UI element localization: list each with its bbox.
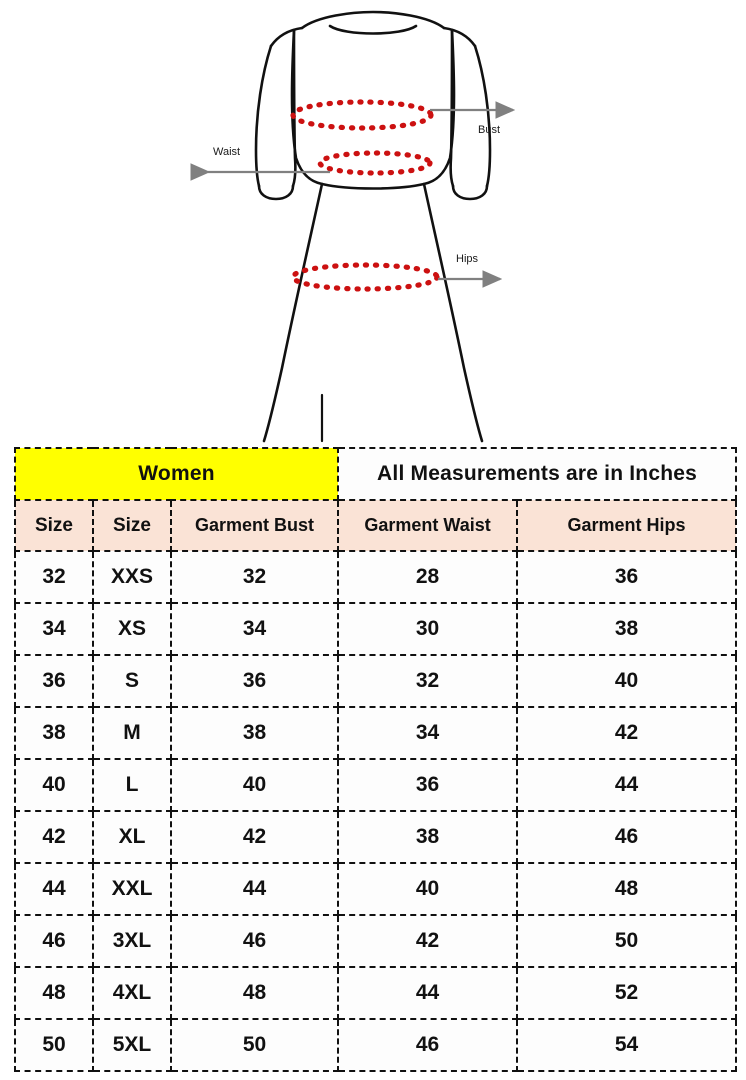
size-chart-table-container: Women All Measurements are in Inches Siz… (13, 447, 738, 1072)
cell-garment-hips: 48 (516, 862, 738, 916)
cell-garment-hips: 52 (516, 966, 738, 1020)
neck-inner-line (328, 24, 418, 35)
cell-size-alpha: 5XL (92, 1018, 172, 1072)
left-shoulder-line (269, 26, 304, 48)
cell-size-numeric: 46 (14, 914, 94, 968)
skirt-right-edge (422, 182, 484, 443)
measurement-units-note-cell: All Measurements are in Inches (337, 447, 738, 501)
table-row: 40 L 40 36 44 (14, 758, 738, 812)
cell-garment-bust: 36 (169, 654, 340, 708)
cell-size-numeric: 32 (14, 550, 94, 604)
cell-size-alpha: M (92, 706, 172, 760)
measurement-arrows (190, 101, 516, 288)
table-row: 48 4XL 48 44 52 (14, 966, 738, 1020)
cell-garment-bust: 46 (169, 914, 340, 968)
right-cuff (451, 184, 489, 201)
cell-size-numeric: 50 (14, 1018, 94, 1072)
cell-garment-hips: 46 (516, 810, 738, 864)
hips-measure-ring (290, 262, 440, 292)
column-header-garment-hips: Garment Hips (516, 499, 738, 552)
cell-garment-bust: 50 (169, 1018, 340, 1072)
cell-garment-waist: 34 (337, 706, 519, 760)
waist-measure-ring (317, 150, 433, 176)
cell-garment-hips: 36 (516, 550, 738, 604)
table-header-row: Size Size Garment Bust Garment Waist Gar… (14, 499, 738, 552)
cell-size-numeric: 36 (14, 654, 94, 708)
cell-garment-bust: 44 (169, 862, 340, 916)
table-row: 32 XXS 32 28 36 (14, 550, 738, 604)
cell-size-numeric: 38 (14, 706, 94, 760)
left-sleeve-outer (254, 44, 273, 188)
cell-garment-hips: 54 (516, 1018, 738, 1072)
table-row: 50 5XL 50 46 54 (14, 1018, 738, 1072)
table-row: 38 M 38 34 42 (14, 706, 738, 760)
skirt-left-edge (262, 182, 324, 443)
table-title-row: Women All Measurements are in Inches (13, 447, 738, 501)
cell-garment-hips: 40 (516, 654, 738, 708)
cell-size-alpha: L (92, 758, 172, 812)
column-header-size-numeric: Size (14, 499, 94, 552)
cell-size-numeric: 40 (14, 758, 94, 812)
cell-garment-waist: 44 (337, 966, 519, 1020)
cell-size-alpha: 4XL (92, 966, 172, 1020)
size-chart-table: Women All Measurements are in Inches Siz… (13, 447, 738, 1072)
table-row: 42 XL 42 38 46 (14, 810, 738, 864)
cell-size-alpha: 3XL (92, 914, 172, 968)
cell-size-numeric: 42 (14, 810, 94, 864)
cell-garment-bust: 42 (169, 810, 340, 864)
waist-seam (320, 182, 426, 190)
cell-garment-hips: 42 (516, 706, 738, 760)
size-chart-table-body: Women All Measurements are in Inches Siz… (13, 447, 738, 1072)
cell-garment-hips: 38 (516, 602, 738, 656)
measurement-rings (290, 99, 440, 292)
cell-garment-waist: 40 (337, 862, 519, 916)
table-row: 46 3XL 46 42 50 (14, 914, 738, 968)
column-header-size-alpha: Size (92, 499, 172, 552)
table-row: 36 S 36 32 40 (14, 654, 738, 708)
right-shoulder-line (442, 26, 477, 48)
column-header-garment-bust: Garment Bust (169, 499, 340, 552)
cell-size-numeric: 48 (14, 966, 94, 1020)
cell-garment-bust: 32 (169, 550, 340, 604)
column-header-garment-waist: Garment Waist (337, 499, 519, 552)
cell-size-alpha: XXL (92, 862, 172, 916)
cell-garment-bust: 40 (169, 758, 340, 812)
cell-garment-hips: 50 (516, 914, 738, 968)
cell-garment-bust: 34 (169, 602, 340, 656)
right-bodice-seam (422, 28, 456, 186)
women-title-cell: Women (13, 447, 340, 501)
left-bodice-seam (290, 28, 324, 186)
table-row: 44 XXL 44 40 48 (14, 862, 738, 916)
cell-garment-waist: 32 (337, 654, 519, 708)
hips-label: Hips (456, 253, 479, 265)
bust-measure-ring (290, 99, 434, 131)
cell-garment-bust: 48 (169, 966, 340, 1020)
table-row: 34 XS 34 30 38 (14, 602, 738, 656)
cell-size-numeric: 44 (14, 862, 94, 916)
cell-size-alpha: XXS (92, 550, 172, 604)
waist-label: Waist (213, 146, 240, 158)
cell-size-alpha: XL (92, 810, 172, 864)
dress-measurement-illustration: Bust Waist Hips (0, 0, 746, 447)
bust-label: Bust (478, 124, 500, 136)
cell-size-numeric: 34 (14, 602, 94, 656)
neck-outer-line (300, 10, 446, 30)
cell-garment-hips: 44 (516, 758, 738, 812)
right-sleeve-outer (473, 44, 492, 188)
cell-garment-waist: 38 (337, 810, 519, 864)
left-cuff (257, 184, 295, 201)
cell-garment-waist: 28 (337, 550, 519, 604)
cell-garment-waist: 30 (337, 602, 519, 656)
dress-outline (254, 10, 492, 443)
cell-garment-bust: 38 (169, 706, 340, 760)
cell-size-alpha: XS (92, 602, 172, 656)
cell-size-alpha: S (92, 654, 172, 708)
cell-garment-waist: 42 (337, 914, 519, 968)
cell-garment-waist: 46 (337, 1018, 519, 1072)
cell-garment-waist: 36 (337, 758, 519, 812)
